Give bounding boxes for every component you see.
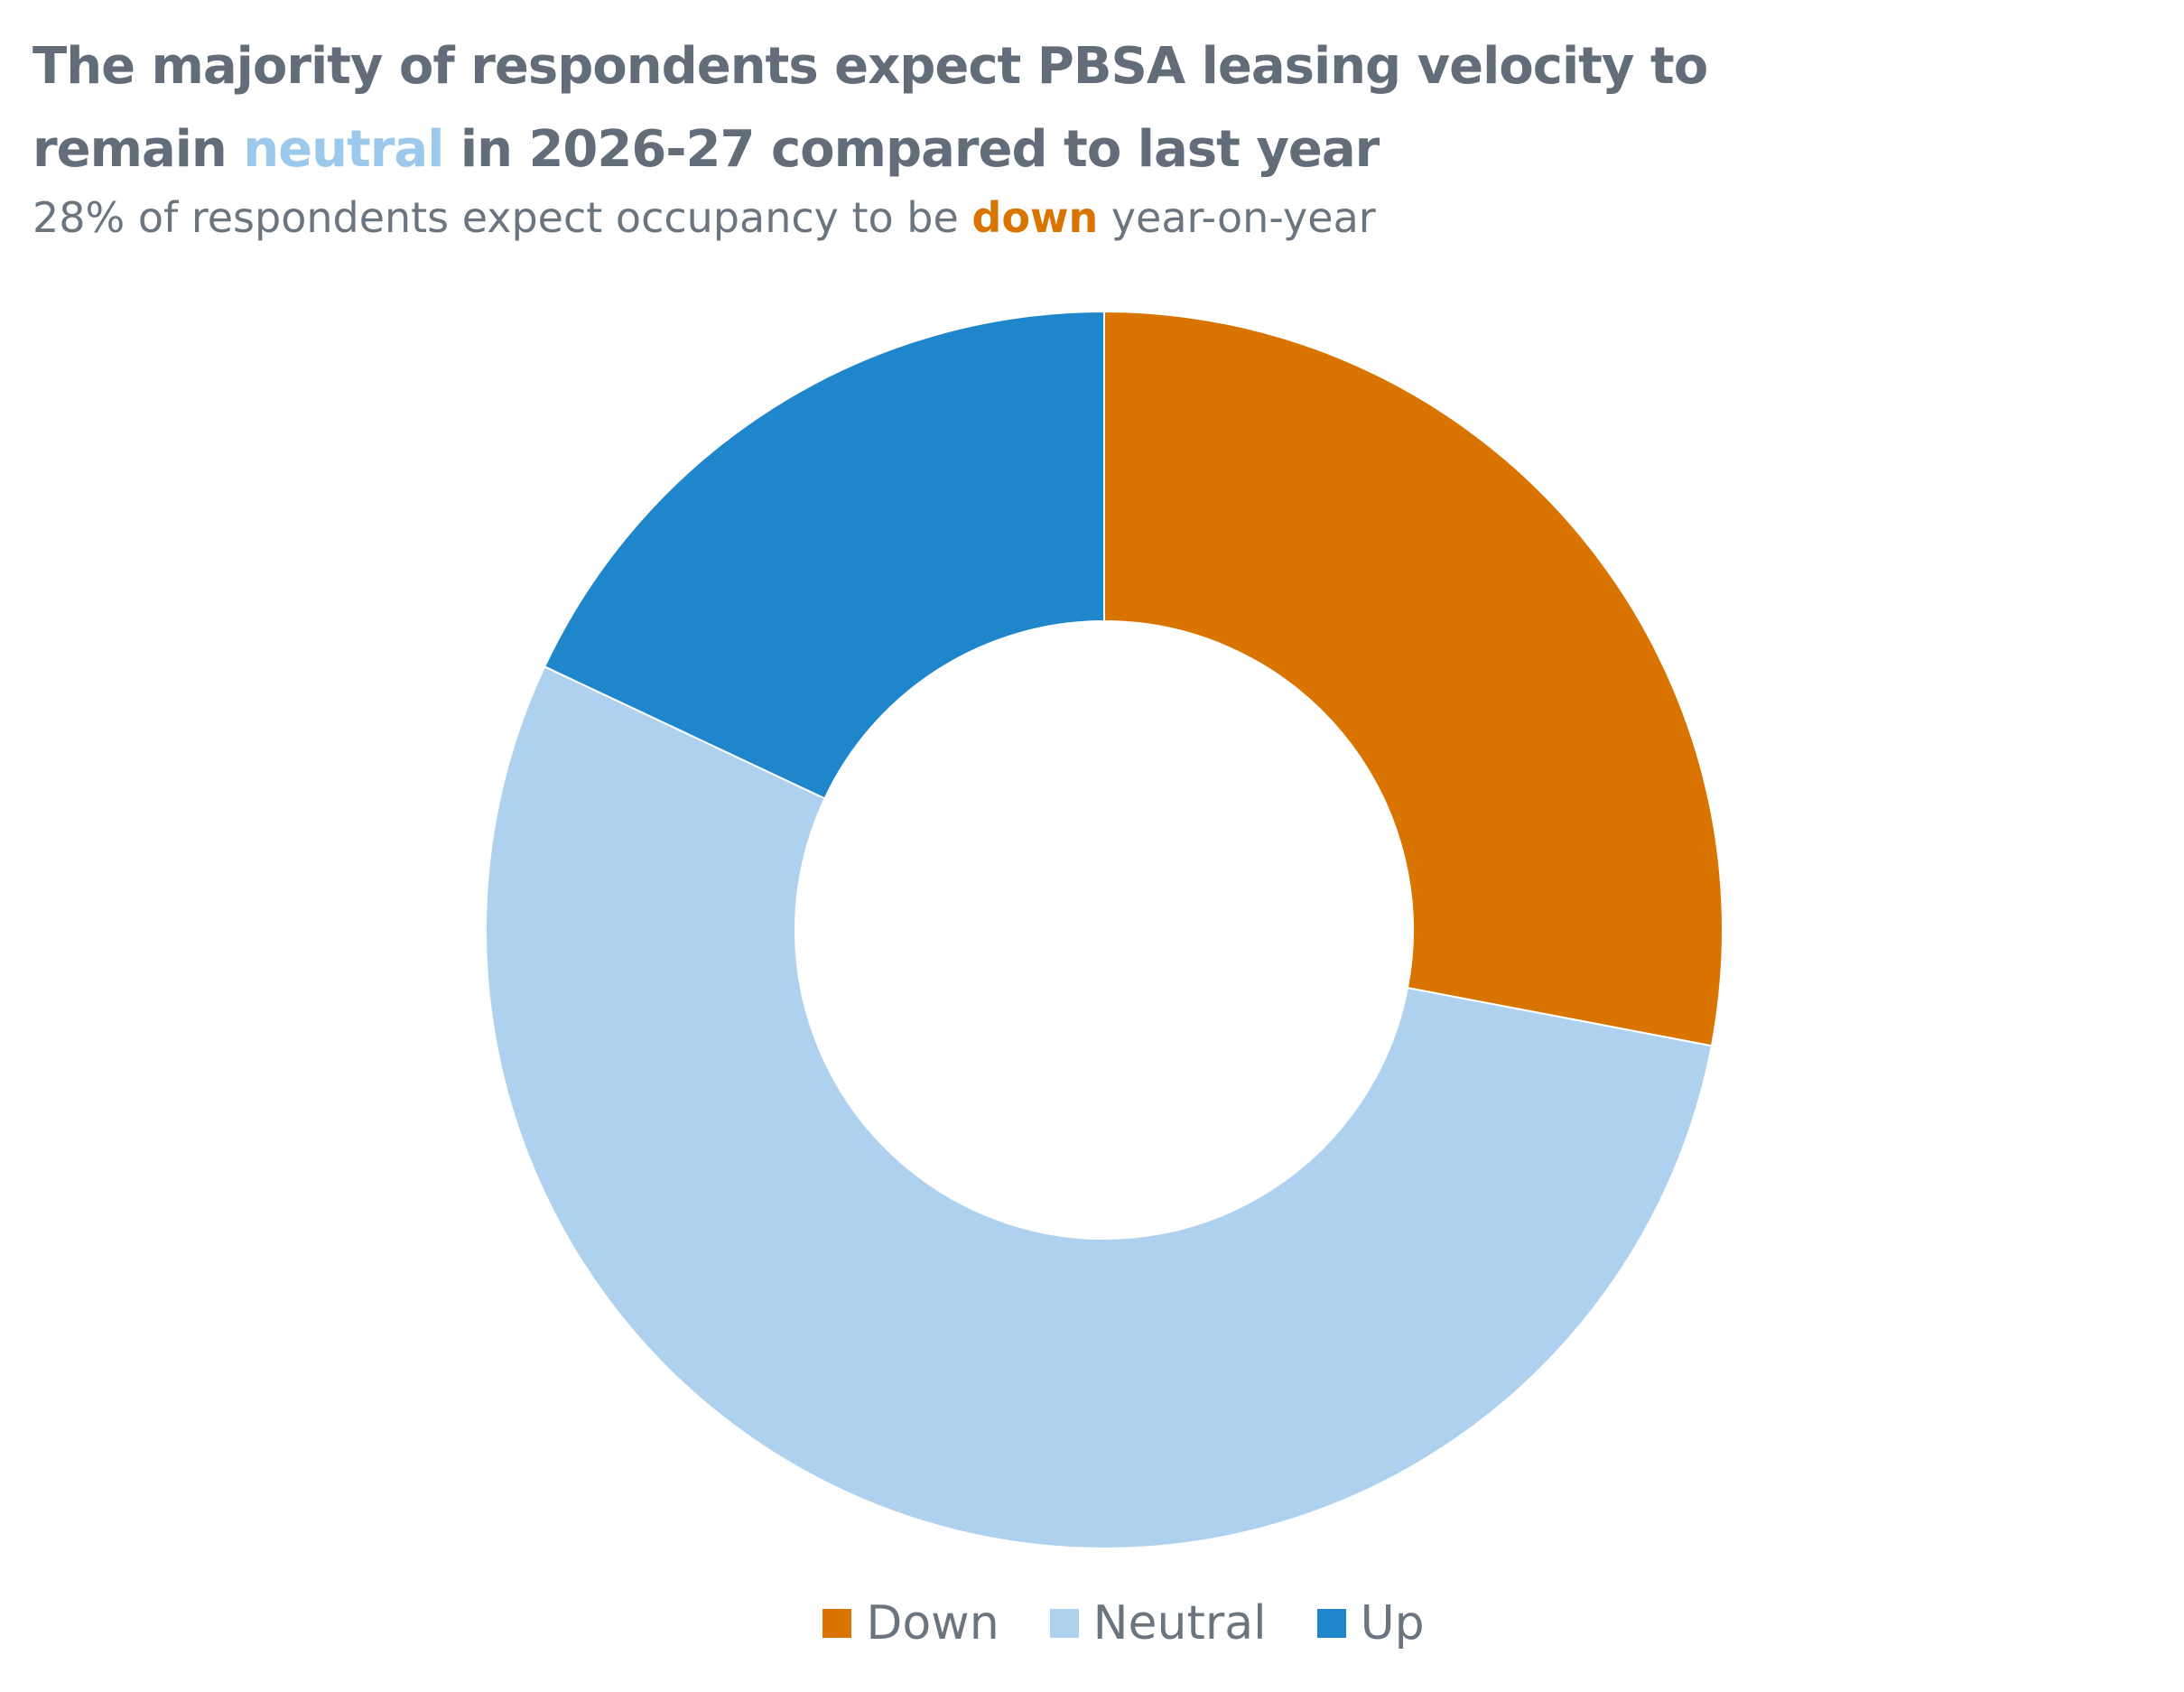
legend-label-neutral: Neutral [1092,1596,1267,1650]
donut-slices [485,310,1724,1549]
chart-title-line2-end: in 2026-27 compared to last year [443,120,1380,179]
chart-subtitle-end: year-on-year [1098,193,1376,242]
chart-title: The majority of respondents expect PBSA … [33,25,2109,191]
chart-title-highlight-neutral: neutral [243,120,444,179]
chart-title-line2-start: remain [33,120,244,179]
chart-title-line1: The majority of respondents expect PBSA … [33,37,1708,96]
legend-label-down: Down [866,1596,999,1650]
legend-label-up: Up [1360,1596,1425,1650]
chart-legend: Down Neutral Up [0,1596,2184,1650]
legend-swatch-down [822,1609,852,1638]
legend-item-up: Up [1316,1596,1425,1650]
donut-slice-up [543,310,1105,800]
donut-slice-neutral [485,665,1714,1549]
chart-subtitle: 28% of respondents expect occupancy to b… [33,190,2109,246]
legend-item-neutral: Neutral [1049,1596,1267,1650]
legend-swatch-up [1316,1609,1346,1638]
legend-swatch-neutral [1049,1609,1079,1638]
chart-subtitle-highlight-down: down [971,193,1099,242]
legend-item-down: Down [822,1596,999,1650]
chart-subtitle-start: 28% of respondents expect occupancy to b… [33,193,972,242]
donut-slice-down [1103,310,1724,1047]
